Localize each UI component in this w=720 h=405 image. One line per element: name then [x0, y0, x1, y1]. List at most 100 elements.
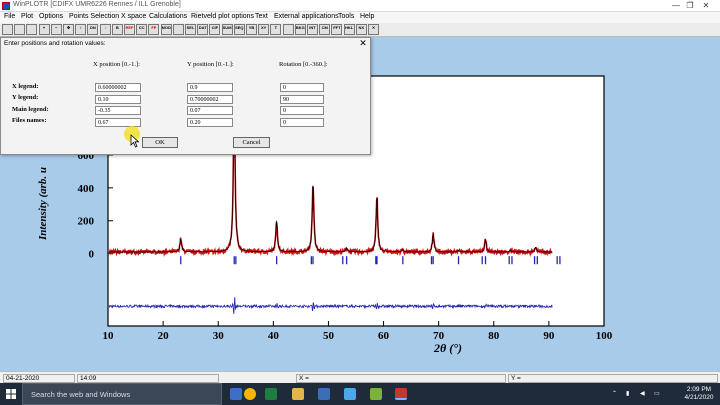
main-legend-x-input[interactable]	[95, 106, 141, 115]
zoom-out-icon[interactable]: −	[50, 24, 62, 35]
picture-icon[interactable]	[282, 24, 294, 35]
menu-external-applications[interactable]: External applications	[274, 13, 339, 20]
x-tick-label: 20	[158, 330, 170, 342]
expand-icon[interactable]: ↕	[75, 24, 87, 35]
x-tick-label: 80	[488, 330, 500, 342]
menu-points-selection[interactable]: Points Selection	[69, 13, 120, 20]
xy-icon[interactable]: XY	[258, 24, 270, 35]
winplotr-taskbar-icon[interactable]	[395, 388, 407, 400]
tray-volume-icon[interactable]: ◀	[640, 391, 645, 397]
y-axis-label: Intensity (arb. u	[37, 167, 49, 241]
main-legend-rotation-input[interactable]	[280, 106, 324, 115]
hk-icon[interactable]: HKL	[343, 24, 355, 35]
files-names-y-input[interactable]	[187, 118, 233, 127]
chrome-icon[interactable]	[244, 388, 256, 400]
move-icon[interactable]: ✥	[63, 24, 74, 35]
toolbar: + − ✥ ↕ DN ↓ B REF CC FP MOD SEL DAT CIF SUM SEQ YB XY T BK…	[0, 23, 720, 37]
zoom-in-icon[interactable]: +	[38, 24, 50, 35]
main-legend-y-input[interactable]	[187, 106, 233, 115]
y-tick-label: 0	[89, 249, 95, 261]
dat-icon[interactable]: DAT	[197, 24, 209, 35]
close-button[interactable]: ✕	[702, 1, 710, 10]
cif-icon[interactable]: CIF	[209, 24, 221, 35]
cm-icon[interactable]: CM	[319, 24, 331, 35]
x-tick-label: 90	[543, 330, 555, 342]
img-icon[interactable]	[172, 24, 184, 35]
excel-icon[interactable]	[265, 388, 277, 400]
x-legend-label: X legend:	[12, 83, 39, 90]
tray-network-icon[interactable]: ▮	[626, 391, 630, 397]
menu-x-space[interactable]: X space	[121, 13, 147, 20]
x-position-header: X position [0.-1.]:	[93, 61, 140, 68]
menu-rietveld-plot-options[interactable]: Rietveld plot options	[191, 13, 255, 20]
sel-icon[interactable]: SEL	[185, 24, 196, 35]
taskbar-search-placeholder: Search the web and Windows	[31, 390, 131, 399]
fp-icon[interactable]: FP	[148, 24, 160, 35]
title-bar: WinPLOTR [CDIFX UMR6226 Rennes / ILL Gre…	[0, 0, 720, 12]
dialog-close-button[interactable]: ✕	[359, 38, 367, 48]
cancel-button[interactable]: Cancel	[233, 137, 270, 148]
status-date: 04-21-2020	[3, 374, 75, 383]
status-y-coordinate: Y =	[508, 374, 718, 383]
x-legend-rotation-input[interactable]	[280, 83, 324, 92]
maximize-button[interactable]: ❐	[686, 1, 694, 10]
file-explorer-icon[interactable]	[292, 388, 304, 400]
y-legend-rotation-input[interactable]	[280, 95, 324, 104]
menu-plot[interactable]: Plot	[21, 13, 34, 20]
fft-icon[interactable]: FFT	[331, 24, 343, 35]
rotation-header: Rotation [0.-360.]:	[279, 61, 328, 68]
minimize-button[interactable]: —	[672, 1, 680, 10]
cc-icon[interactable]: CC	[136, 24, 148, 35]
files-names-label: Files names:	[12, 117, 47, 124]
cross-icon[interactable]: ✕	[368, 24, 379, 35]
y-legend-label: Y legend:	[12, 94, 39, 101]
seq-icon[interactable]: SEQ	[233, 24, 245, 35]
bkg-icon[interactable]: BKG	[294, 24, 306, 35]
ok-button[interactable]: OK	[142, 137, 178, 148]
x-legend-x-input[interactable]	[95, 83, 141, 92]
status-time: 14:09	[77, 374, 219, 383]
print-icon[interactable]	[26, 24, 38, 35]
menu-help[interactable]: Help	[360, 13, 375, 20]
status-x-coordinate: X =	[296, 374, 506, 383]
task-view-icon[interactable]	[230, 388, 242, 400]
menu-options[interactable]: Options	[39, 13, 64, 20]
menu-tools[interactable]: Tools	[338, 13, 355, 20]
windows-start-icon[interactable]	[0, 383, 22, 405]
nx-icon[interactable]: NX	[355, 24, 367, 35]
yb-icon[interactable]: YB	[246, 24, 257, 35]
mouse-cursor-icon	[124, 126, 140, 148]
arrow-down-icon[interactable]: ↓	[99, 24, 111, 35]
tray-chevron-icon[interactable]: ⌃	[612, 391, 618, 397]
int-icon[interactable]: INT	[307, 24, 318, 35]
files-names-rotation-input[interactable]	[280, 118, 324, 127]
y-legend-x-input[interactable]	[95, 95, 141, 104]
y-legend-y-input[interactable]	[187, 95, 233, 104]
main-legend-label: Main legend:	[12, 106, 49, 113]
position-dialog: Enter positions and rotation values: ✕ X…	[0, 37, 371, 155]
x-tick-label: 100	[596, 330, 613, 342]
menu-file[interactable]: File	[4, 13, 16, 20]
app-icon-green[interactable]	[370, 388, 382, 400]
b-icon[interactable]: B	[111, 24, 123, 35]
open-icon[interactable]	[2, 24, 13, 35]
menu-calculations[interactable]: Calculations	[149, 13, 188, 20]
text-icon[interactable]: T	[270, 24, 282, 35]
files-names-x-input[interactable]	[95, 118, 141, 127]
dn-icon[interactable]: DN	[87, 24, 99, 35]
clock-time: 2:09 PM	[686, 386, 712, 393]
taskbar-clock[interactable]: 2:09 PM 4/21/2020	[680, 386, 718, 402]
taskbar-search-box[interactable]: Search the web and Windows	[22, 383, 222, 405]
tray-display-icon[interactable]: ▭	[654, 391, 660, 397]
x-legend-y-input[interactable]	[187, 83, 233, 92]
app-icon-blue[interactable]	[318, 388, 330, 400]
x-tick-label: 60	[378, 330, 390, 342]
difference-line	[108, 297, 553, 314]
menu-text[interactable]: Text	[255, 13, 268, 20]
ref-icon[interactable]: REF	[124, 24, 135, 35]
app-icon-teal[interactable]	[344, 388, 356, 400]
mod-icon[interactable]: MOD	[160, 24, 172, 35]
save-icon[interactable]	[14, 24, 26, 35]
y-position-header: Y position [0.-1.]:	[187, 61, 234, 68]
sum-icon[interactable]: SUM	[221, 24, 233, 35]
